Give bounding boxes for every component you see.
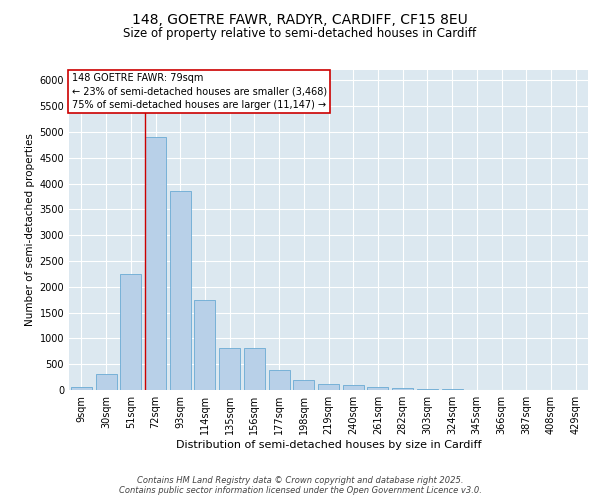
Bar (194, 300, 215, 390)
Bar (244, 348, 265, 390)
Bar (367, 388, 388, 390)
Bar (120, 274, 141, 390)
Text: Size of property relative to semi-detached houses in Cardiff: Size of property relative to semi-detach… (124, 28, 476, 40)
Bar (392, 388, 413, 390)
Bar (170, 192, 191, 390)
Bar (343, 385, 364, 390)
Text: 148, GOETRE FAWR, RADYR, CARDIFF, CF15 8EU: 148, GOETRE FAWR, RADYR, CARDIFF, CF15 8… (132, 12, 468, 26)
Bar (269, 370, 290, 390)
Bar (293, 380, 314, 390)
Bar (95, 374, 116, 390)
Bar (219, 348, 240, 390)
Text: 148 GOETRE FAWR: 79sqm
← 23% of semi-detached houses are smaller (3,468)
75% of : 148 GOETRE FAWR: 79sqm ← 23% of semi-det… (71, 73, 327, 110)
Bar (145, 137, 166, 390)
X-axis label: Distribution of semi-detached houses by size in Cardiff: Distribution of semi-detached houses by … (176, 440, 481, 450)
Bar (417, 389, 438, 390)
Bar (71, 388, 92, 390)
Y-axis label: Number of semi-detached properties: Number of semi-detached properties (25, 134, 35, 326)
Text: Contains HM Land Registry data © Crown copyright and database right 2025.
Contai: Contains HM Land Registry data © Crown c… (119, 476, 481, 495)
Bar (318, 384, 339, 390)
